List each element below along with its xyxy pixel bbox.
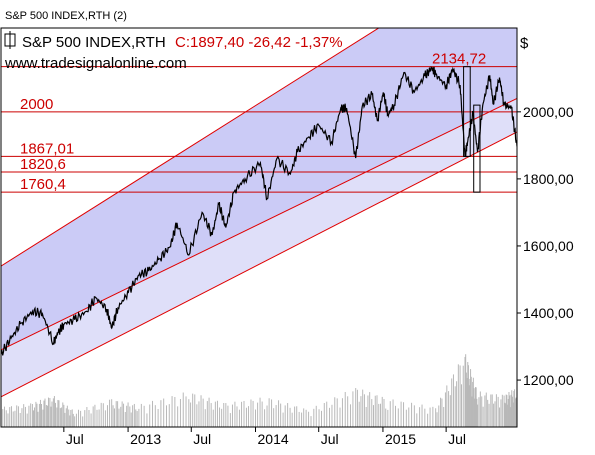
legend-symbol: S&P 500 INDEX,RTH [22,34,166,51]
y-tick-label: 1400,00 [523,305,574,321]
watermark: www.tradesignalonline.com [4,55,187,72]
level-label: 1820,6 [20,156,66,173]
x-tick-label: Jul [321,431,339,447]
channel-upper-line [1,28,380,267]
x-tick-label: Jul [66,431,84,447]
legend: S&P 500 INDEX,RTH C:1897,40 -26,42 -1,37… [4,31,343,72]
x-tick-label: 2015 [385,431,416,447]
x-axis: Jul 2013 Jul 2014 Jul 2015 Jul [63,427,466,447]
annotation-rect [463,66,471,157]
level-label: 2000 [20,96,53,113]
y-tick-label: 1600,00 [523,238,574,254]
plot-frame [0,27,518,428]
channel-lower-fill [1,98,517,397]
legend-close: C:1897,40 -26,42 -1,37% [175,34,343,51]
plot-layer [1,28,517,427]
y-axis: 1200,00 1400,00 1600,00 1800,00 2000,00 [517,104,574,388]
x-tick-label: 2013 [130,431,161,447]
channel-upper-fill [1,28,517,350]
price-series-line [1,66,517,356]
channel-lower-line [1,131,517,398]
y-tick-label: 1200,00 [523,372,574,388]
annotation-rect [473,104,481,193]
currency-label: $ [520,35,529,52]
x-tick-label: Jul [193,431,211,447]
level-label: 1760,4 [20,176,66,193]
window-title: S&P 500 INDEX,RTH (2) [5,10,127,22]
level-label: 2134,72 [432,51,486,68]
x-tick-label: Jul [448,431,466,447]
y-tick-label: 2000,00 [523,104,574,120]
y-tick-label: 1800,00 [523,171,574,187]
channel-middle-line [1,97,517,351]
level-label: 1867,01 [20,140,74,157]
x-tick-label: 2014 [258,431,289,447]
